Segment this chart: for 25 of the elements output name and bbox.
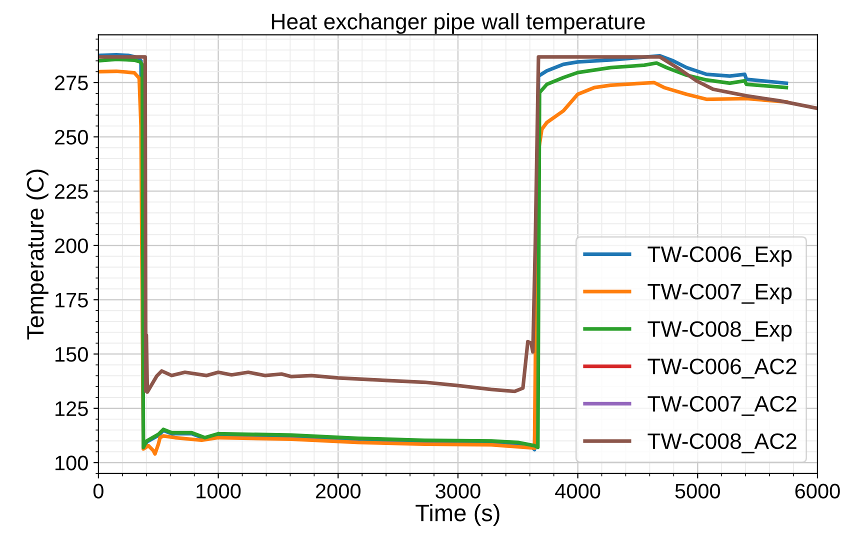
- legend-label: TW-C006_AC2: [648, 358, 796, 379]
- x-tick-label: 0: [93, 484, 104, 498]
- legend-label: TW-C007_AC2: [648, 396, 796, 416]
- y-tick-label: 125: [56, 401, 88, 416]
- legend-label: TW-C008_AC2: [648, 433, 796, 454]
- y-tick-label: 275: [55, 76, 88, 90]
- y-tick-label: 225: [55, 184, 88, 199]
- y-tick-label: 150: [56, 347, 88, 362]
- y-tick-label: 250: [55, 130, 88, 145]
- x-tick-label: 1000: [196, 484, 241, 498]
- legend-label: TW-C006_Exp: [648, 246, 792, 267]
- x-tick-label: 3000: [436, 484, 480, 498]
- x-tick-label: 4000: [555, 484, 600, 498]
- chart-title: Heat exchanger pipe wall temperature: [272, 13, 645, 34]
- legend-label: TW-C007_Exp: [648, 284, 792, 304]
- y-tick-label: 175: [56, 292, 88, 308]
- y-tick-label: 100: [56, 456, 88, 470]
- legend-label: TW-C008_Exp: [648, 321, 792, 342]
- x-tick-label: 6000: [795, 484, 840, 498]
- x-tick-label: 5000: [675, 484, 720, 498]
- x-axis-title: Time (s): [416, 504, 500, 526]
- x-tick-label: 2000: [316, 484, 360, 498]
- line-series: [98, 55, 818, 394]
- y-axis-title: Temperature (C): [26, 170, 48, 340]
- y-tick-label: 200: [55, 238, 88, 254]
